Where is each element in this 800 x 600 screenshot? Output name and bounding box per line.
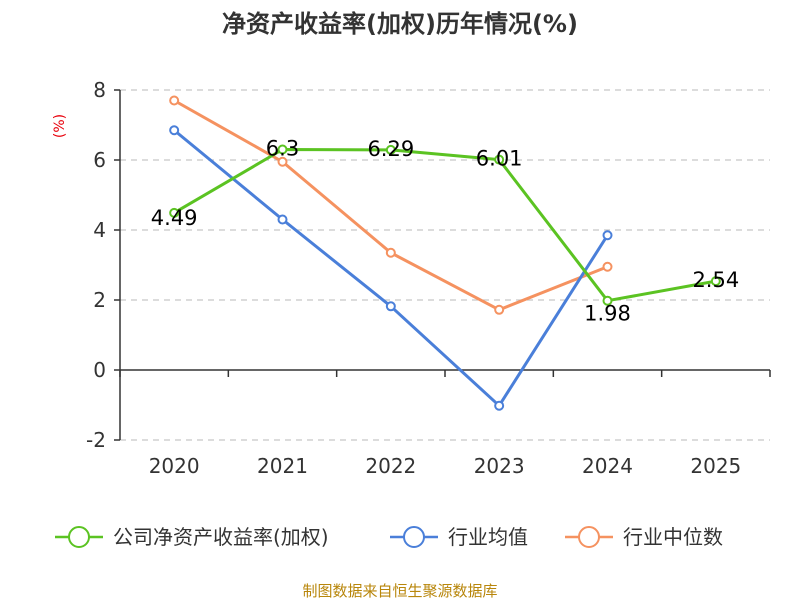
data-label: 6.3: [266, 137, 299, 161]
data-label: 6.29: [367, 137, 414, 161]
series-line: [173, 129, 609, 408]
data-point: [602, 261, 613, 272]
data-label: 4.49: [151, 206, 198, 230]
series-lines: [169, 95, 721, 411]
data-point: [710, 276, 721, 287]
data-point: [277, 156, 288, 167]
data-label: 2.54: [692, 268, 739, 292]
grid-lines: [120, 89, 770, 441]
data-label: 1.98: [584, 302, 631, 326]
y-tick-label: 4: [93, 218, 106, 242]
legend-label: 公司净资产收益率(加权): [113, 525, 329, 549]
legend-label: 行业中位数: [623, 525, 723, 549]
data-point: [169, 125, 180, 136]
series-1: [169, 125, 613, 411]
legend-label: 行业均值: [448, 525, 528, 549]
x-tick-label: 2025: [690, 454, 741, 478]
y-tick-label: 2: [93, 288, 106, 312]
y-tick-label: 8: [93, 78, 106, 102]
series-0: [169, 144, 721, 306]
data-point: [169, 95, 180, 106]
legend-item-2: 行业中位数: [565, 525, 723, 549]
data-point: [277, 214, 288, 225]
legend-marker: [68, 526, 90, 548]
x-tick-label: 2020: [149, 454, 200, 478]
series-2: [169, 95, 613, 315]
axes: -2 0 2 4 6 8 2020 2021 2022 2023 2024 2025: [86, 78, 771, 478]
source-note: 制图数据来自恒生聚源数据库: [302, 582, 497, 600]
data-point: [385, 144, 396, 155]
series-line: [173, 99, 609, 312]
x-tick-label: 2023: [474, 454, 525, 478]
data-point: [494, 154, 505, 165]
data-label: 6.01: [476, 147, 523, 171]
legend-item-0: 公司净资产收益率(加权): [55, 525, 329, 549]
legend-marker: [578, 526, 600, 548]
x-tick-label: 2024: [582, 454, 633, 478]
data-labels: 4.49 6.3 6.29 6.01 1.98 2.54: [151, 137, 739, 326]
series-line: [173, 148, 717, 303]
x-tick-label: 2021: [257, 454, 308, 478]
legend: 公司净资产收益率(加权) 行业均值 行业中位数: [55, 525, 723, 549]
data-point: [602, 295, 613, 306]
data-point: [277, 144, 288, 155]
y-tick-label: -2: [86, 428, 106, 452]
y-tick-label: 6: [93, 148, 106, 172]
legend-item-1: 行业均值: [390, 525, 528, 549]
data-point: [385, 247, 396, 258]
y-axis-unit-label: (%): [52, 114, 68, 138]
legend-marker: [403, 526, 425, 548]
data-point: [385, 301, 396, 312]
data-point: [602, 230, 613, 241]
y-tick-label: 0: [93, 358, 106, 382]
chart-title: 净资产收益率(加权)历年情况(%): [222, 10, 578, 38]
data-point: [494, 304, 505, 315]
data-point: [494, 400, 505, 411]
x-tick-label: 2022: [365, 454, 416, 478]
data-point: [169, 207, 180, 218]
